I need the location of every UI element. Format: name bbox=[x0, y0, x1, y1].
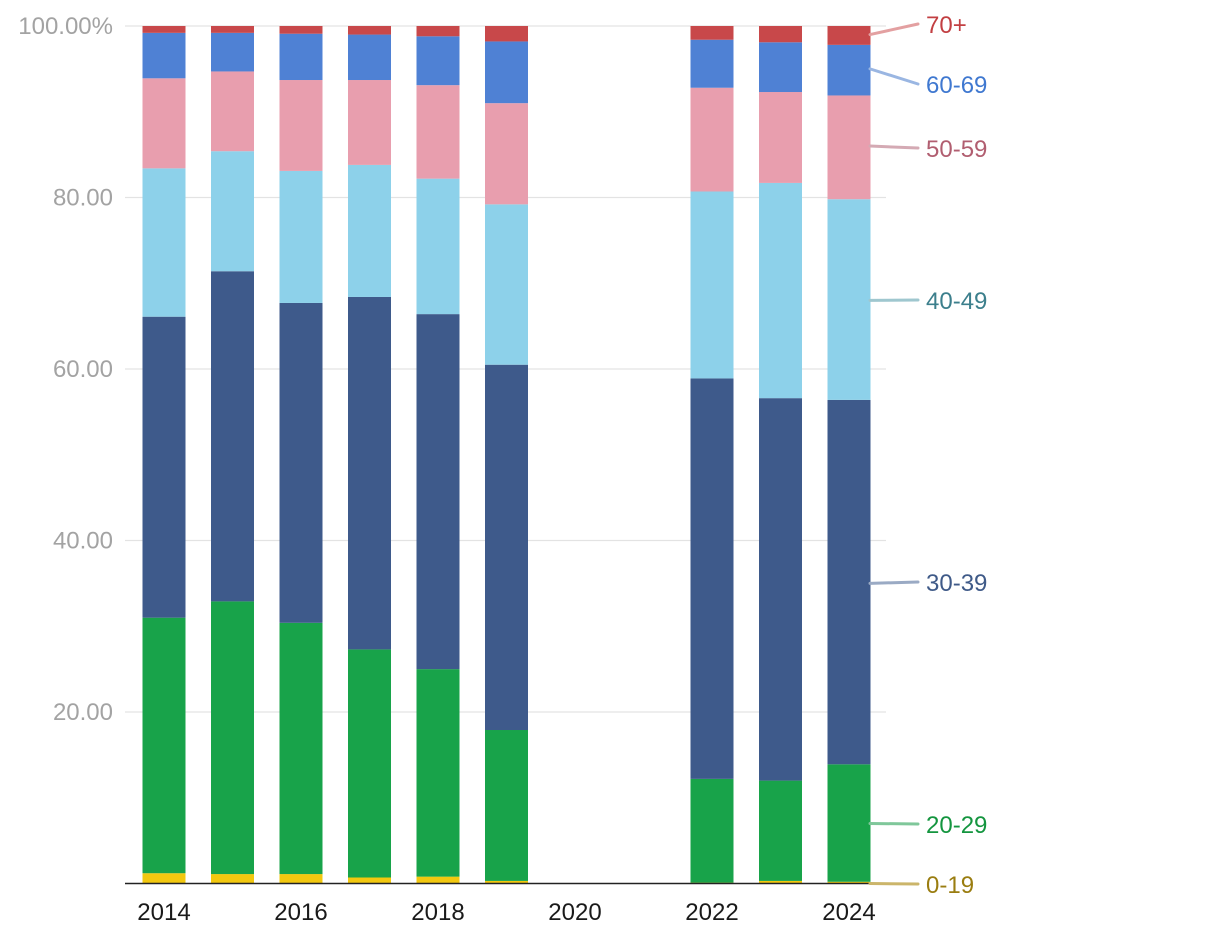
bar-segment-40-49-2015 bbox=[211, 151, 254, 272]
bar-segment-50-59-2017 bbox=[348, 80, 391, 165]
series-label: 60-69 bbox=[926, 72, 987, 99]
bar-segment-0-19-2023 bbox=[759, 880, 802, 884]
series-label: 0-19 bbox=[926, 872, 974, 899]
bar-segment-20-29-2014 bbox=[142, 617, 186, 874]
bar-segment-70+-2022 bbox=[690, 26, 734, 40]
bar-segment-60-69-2016 bbox=[279, 33, 323, 81]
bar-segment-50-59-2019 bbox=[485, 103, 528, 205]
bar-segment-0-19-2024 bbox=[827, 881, 871, 884]
x-axis-ticks: 2014 2016 2018 2020 2022 2024 bbox=[137, 899, 875, 926]
bar-segment-20-29-2024 bbox=[827, 764, 871, 882]
bar-segment-60-69-2023 bbox=[759, 42, 802, 93]
bar-segment-30-39-2015 bbox=[211, 271, 254, 602]
bar-segment-30-39-2023 bbox=[759, 398, 802, 781]
bar-segment-40-49-2014 bbox=[142, 168, 186, 317]
bar-segment-30-39-2022 bbox=[690, 378, 734, 779]
bar-segment-30-39-2019 bbox=[485, 364, 528, 731]
series-label: 40-49 bbox=[926, 288, 987, 315]
y-tick-label: 100.00% bbox=[18, 13, 113, 40]
series-label: 70+ bbox=[926, 12, 967, 39]
bar-segment-20-29-2015 bbox=[211, 601, 254, 875]
bars bbox=[142, 26, 871, 884]
bar-segment-0-19-2016 bbox=[279, 874, 323, 884]
bar-segment-40-49-2019 bbox=[485, 204, 528, 365]
x-tick-label: 2018 bbox=[411, 899, 464, 926]
bar-segment-70+-2023 bbox=[759, 26, 802, 43]
bar-segment-40-49-2016 bbox=[279, 170, 323, 303]
x-tick-label: 2020 bbox=[548, 899, 601, 926]
x-tick-label: 2014 bbox=[137, 899, 190, 926]
bar-segment-60-69-2017 bbox=[348, 34, 391, 81]
bar-segment-50-59-2022 bbox=[690, 87, 734, 192]
bar-segment-20-29-2017 bbox=[348, 649, 391, 878]
bar-segment-60-69-2019 bbox=[485, 41, 528, 104]
bar-segment-20-29-2018 bbox=[416, 669, 460, 877]
bar-segment-20-29-2023 bbox=[759, 780, 802, 881]
bar-segment-0-19-2017 bbox=[348, 877, 391, 884]
series-leader-line bbox=[868, 882, 920, 886]
bar-segment-0-19-2014 bbox=[142, 873, 186, 884]
y-axis-ticks: 20.00 40.00 60.00 80.00 100.00% bbox=[18, 13, 113, 726]
bar-segment-30-39-2016 bbox=[279, 302, 323, 623]
bar-segment-70+-2015 bbox=[211, 26, 254, 33]
bar-segment-60-69-2024 bbox=[827, 44, 871, 96]
bar-segment-30-39-2024 bbox=[827, 399, 871, 765]
bar-segment-0-19-2018 bbox=[416, 876, 460, 884]
series-label: 30-39 bbox=[926, 570, 987, 597]
y-tick-label: 80.00 bbox=[53, 185, 113, 212]
bar-segment-50-59-2023 bbox=[759, 92, 802, 183]
bar-segment-70+-2019 bbox=[485, 26, 528, 42]
bar-segment-70+-2024 bbox=[827, 26, 871, 45]
bar-segment-20-29-2022 bbox=[690, 778, 734, 883]
bar-segment-30-39-2018 bbox=[416, 314, 460, 670]
bar-segment-40-49-2017 bbox=[348, 164, 391, 297]
x-tick-label: 2024 bbox=[822, 899, 875, 926]
bar-segment-40-49-2022 bbox=[690, 191, 734, 379]
series-leader-line bbox=[868, 144, 920, 150]
bar-segment-20-29-2019 bbox=[485, 730, 528, 881]
bar-segment-0-19-2019 bbox=[485, 880, 528, 884]
series-leader-line bbox=[868, 821, 920, 826]
bar-segment-30-39-2017 bbox=[348, 296, 391, 650]
bar-segment-40-49-2018 bbox=[416, 178, 460, 315]
bar-segment-40-49-2023 bbox=[759, 182, 802, 399]
bar-segment-50-59-2016 bbox=[279, 80, 323, 171]
series-label: 50-59 bbox=[926, 136, 987, 163]
y-tick-label: 20.00 bbox=[53, 699, 113, 726]
y-tick-label: 40.00 bbox=[53, 528, 113, 555]
series-label: 20-29 bbox=[926, 812, 987, 839]
bar-segment-70+-2018 bbox=[416, 26, 460, 37]
bar-segment-60-69-2015 bbox=[211, 32, 254, 72]
bar-segment-50-59-2024 bbox=[827, 95, 871, 200]
bar-segment-30-39-2014 bbox=[142, 316, 186, 618]
y-tick-label: 60.00 bbox=[53, 356, 113, 383]
bar-segment-70+-2016 bbox=[279, 26, 323, 34]
series-leader-line bbox=[868, 22, 920, 37]
bar-segment-50-59-2018 bbox=[416, 85, 460, 179]
bar-segment-60-69-2022 bbox=[690, 39, 734, 88]
bar-segment-50-59-2015 bbox=[211, 71, 254, 152]
series-labels: 0-19 20-29 30-39 40-49 50-59 60-69 70+ bbox=[868, 12, 987, 899]
bar-segment-70+-2014 bbox=[142, 26, 186, 33]
bar-segment-60-69-2014 bbox=[142, 32, 186, 79]
bar-segment-50-59-2014 bbox=[142, 78, 186, 169]
x-tick-label: 2022 bbox=[685, 899, 738, 926]
bar-segment-20-29-2016 bbox=[279, 622, 323, 875]
bar-segment-70+-2017 bbox=[348, 26, 391, 35]
series-leader-line bbox=[868, 580, 920, 585]
series-leader-line bbox=[868, 67, 920, 86]
x-tick-label: 2016 bbox=[274, 899, 327, 926]
bar-segment-40-49-2024 bbox=[827, 199, 871, 400]
bar-segment-0-19-2015 bbox=[211, 874, 254, 884]
bar-segment-60-69-2018 bbox=[416, 36, 460, 86]
